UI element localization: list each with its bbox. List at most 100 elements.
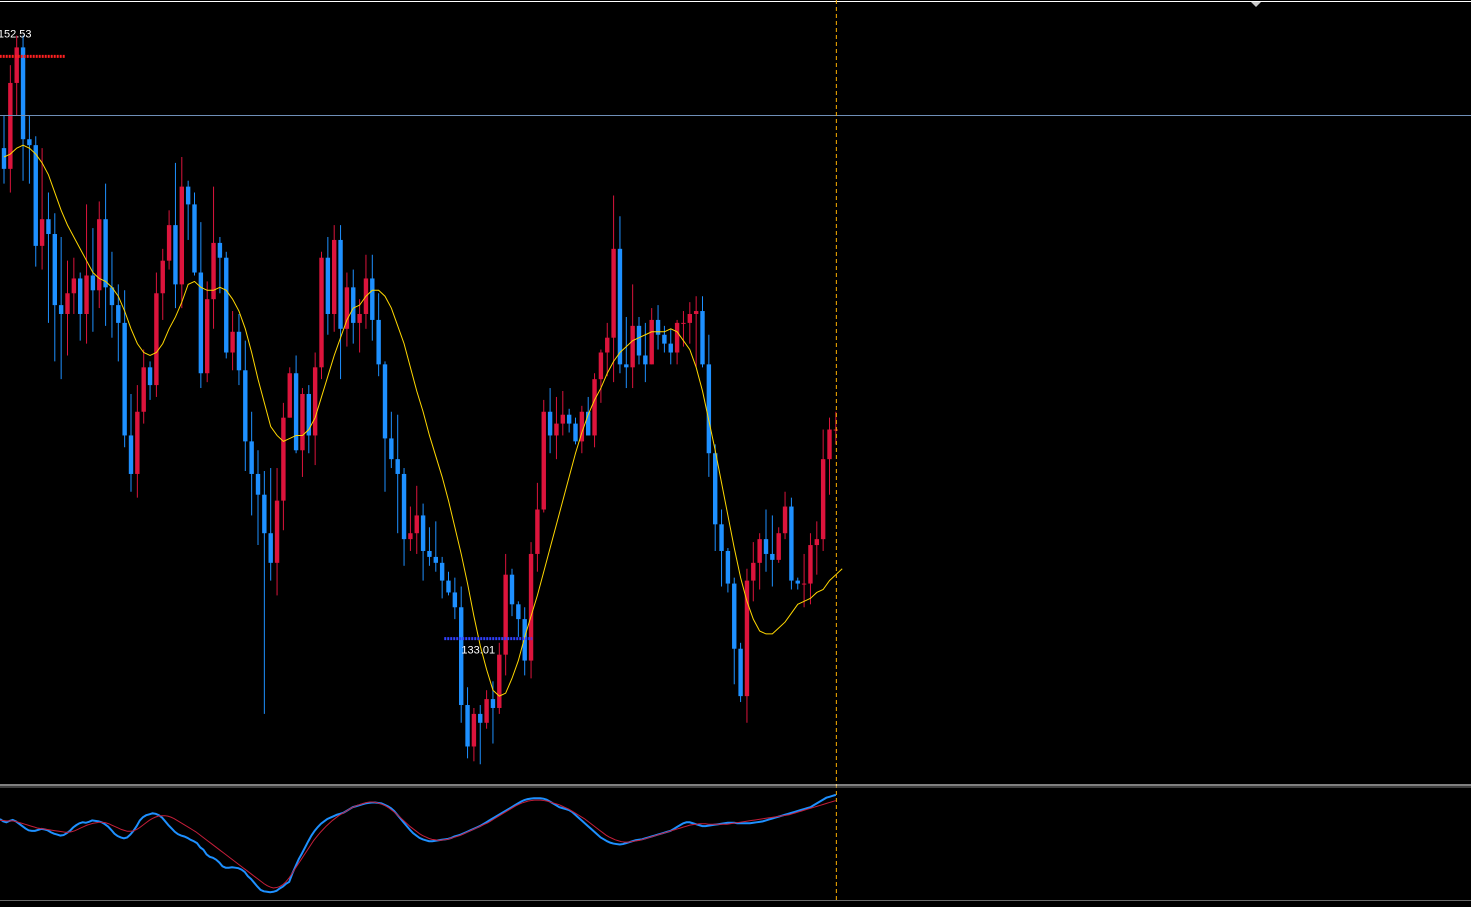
candle-body [420,515,426,551]
candle-body [160,260,165,294]
candle-body [319,257,324,368]
candle-body [58,305,64,314]
candle-body [351,287,356,323]
candle-body [8,82,13,169]
candle-body [39,219,45,246]
candle-body [14,47,19,83]
candle-body [52,234,57,306]
candle-body [414,515,419,534]
candle-body [459,607,464,706]
candle-body [97,219,102,291]
candle-body [586,411,591,436]
high-price-label: 152.53 [0,28,32,40]
candle-body [630,325,635,368]
candle-body [484,699,489,723]
candle-body [230,331,235,353]
candle-body [395,459,400,474]
candle-body [522,619,527,661]
candle-body [827,429,832,460]
candle-body [668,343,673,353]
candle-body [693,311,699,314]
candle-body [65,293,70,314]
candle-body [617,248,623,365]
candle-body [725,550,731,584]
candle-body [535,509,540,554]
candle-body [217,242,223,258]
candle-body [185,186,191,205]
candle-body [84,275,89,314]
candle-body [528,553,534,661]
candle-body [236,331,242,371]
candle-body [268,533,273,563]
candle-body [509,574,515,605]
candle-body [643,355,648,365]
candle-body [27,139,32,146]
candle-body [344,287,350,329]
candle-body [90,275,96,291]
candle-body [249,441,254,474]
oscillator-signal-line [0,799,836,889]
candle-body [141,367,146,412]
candle-body [389,438,394,460]
candle-body [370,278,375,320]
candle-body [287,373,292,418]
candle-body [78,278,83,314]
candle-body [46,219,51,235]
candle-body [122,322,127,436]
candle-body [293,373,299,451]
candle-body [592,379,597,436]
candle-body [179,186,184,285]
candle-body [255,473,261,495]
candle-body [497,654,502,708]
candle-body [427,550,432,557]
candle-body [700,311,705,365]
candle-body [439,562,445,581]
candle-body [687,314,692,323]
candle-body [706,364,712,454]
candle-body [128,435,134,474]
candle-body [554,423,559,436]
candle-body [103,219,108,288]
candle-body [789,506,794,581]
candle-body [452,592,458,608]
low-price-label: 133.01 [461,645,495,657]
candle-body [516,604,521,620]
candle-body [401,473,407,540]
candle-body [243,370,248,442]
candle-body [782,506,788,534]
candle-body [763,539,769,554]
candle-body [306,393,311,436]
candle-body [262,494,267,534]
candle-body [757,539,762,563]
candle-body [376,319,381,365]
candle-body [503,574,508,655]
candle-body [192,204,197,273]
candle-body [357,314,362,323]
candle-body [560,414,565,424]
candle-body [655,319,661,335]
candle-body [312,367,318,436]
candle-body [465,705,470,747]
candle-body [109,287,115,306]
candle-body [814,539,819,546]
candle-body [820,459,826,540]
candle-body [116,305,121,323]
candle-body [598,352,604,380]
candle-body [649,319,654,365]
candle-body [547,411,553,436]
scroll-marker-icon[interactable] [1251,2,1261,7]
candle-body [33,145,38,246]
candle-body [281,417,286,501]
candle-body [300,393,305,451]
candle-body [135,411,140,474]
candle-body [1,148,7,169]
candle-body [382,364,388,439]
candle-body [713,453,718,525]
candle-body [166,225,172,261]
candle-body [605,337,610,353]
candle-body [154,293,159,386]
candle-body [795,580,800,584]
